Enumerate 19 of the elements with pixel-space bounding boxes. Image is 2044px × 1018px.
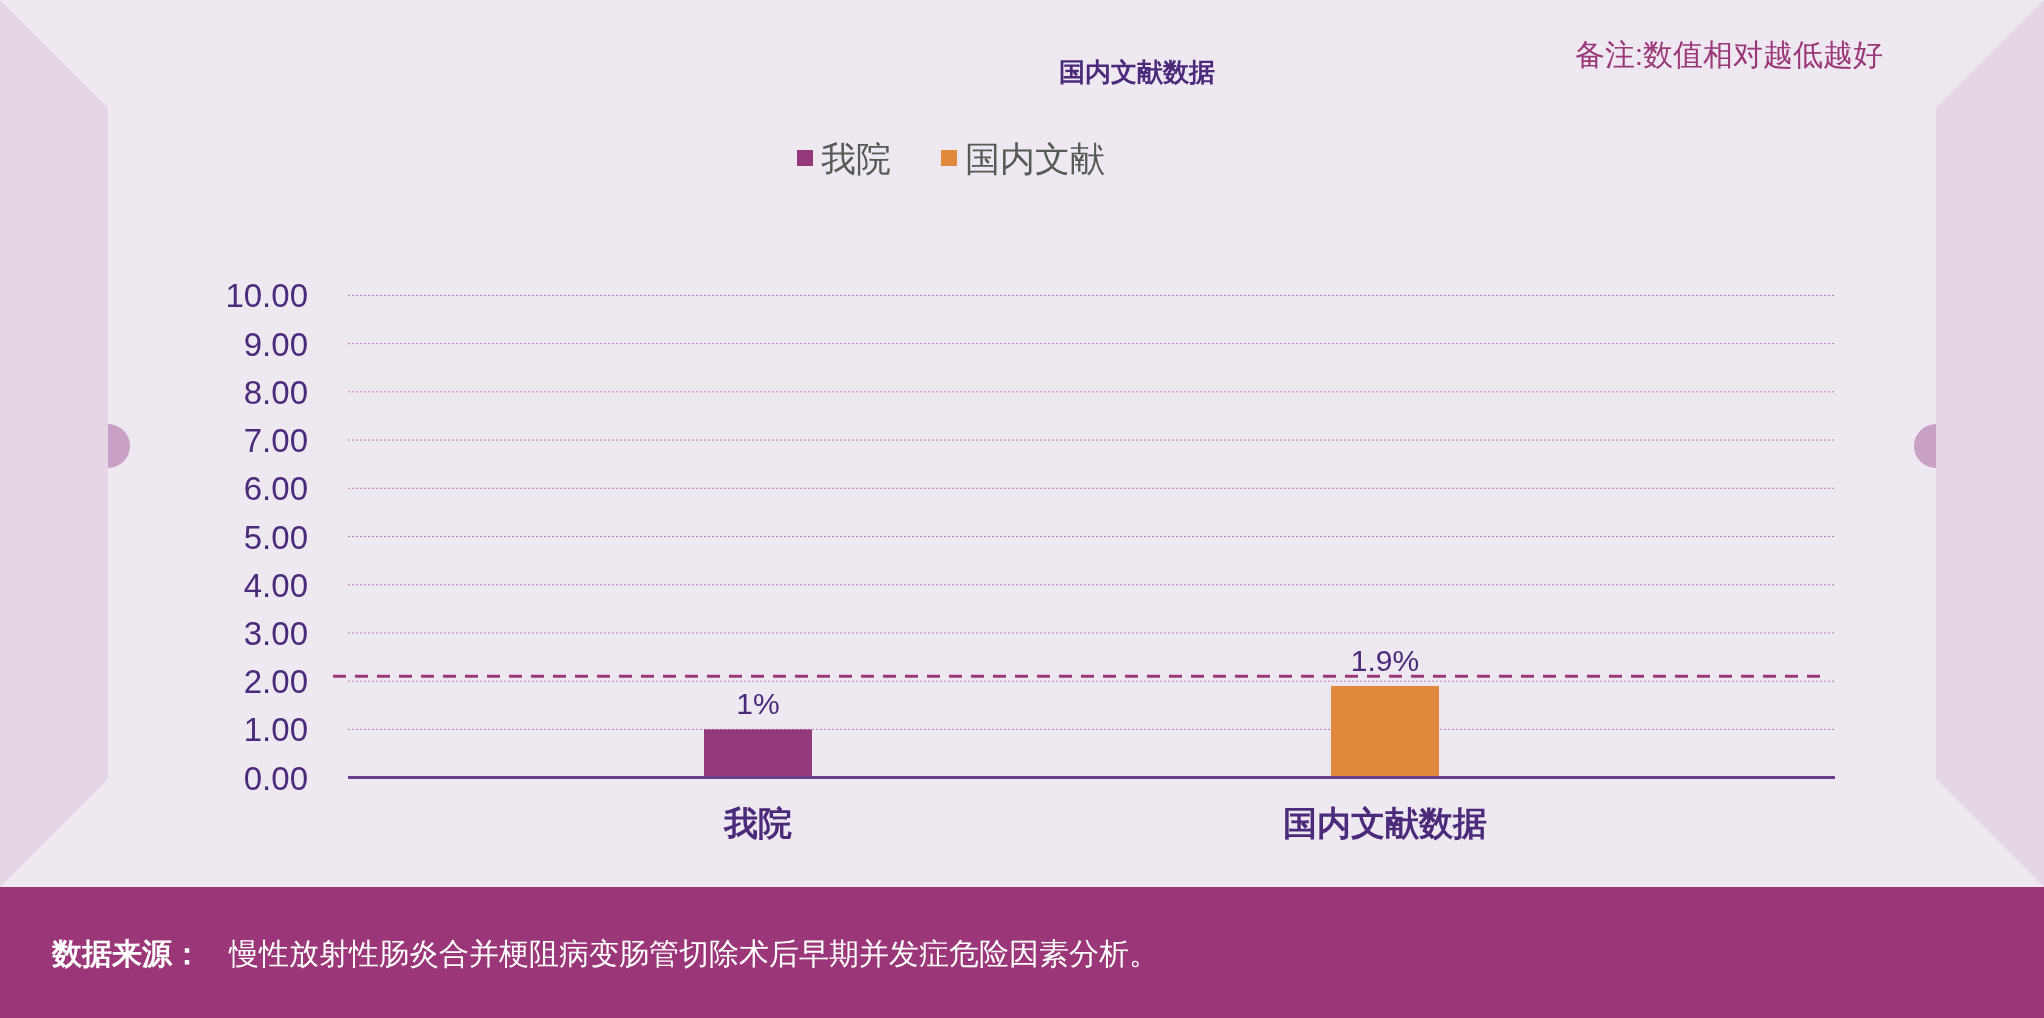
legend-label: 国内文献: [965, 138, 1105, 178]
data-label: 1%: [736, 686, 780, 720]
y-tick-label: 5.00: [243, 518, 308, 555]
text: 慢性放射性肠炎合并梗阻病变肠管切除术后早期并发症危险因素分析。: [228, 936, 1159, 970]
y-tick-label: 3.00: [243, 614, 308, 652]
y-tick-label: 8.00: [243, 373, 308, 411]
y-tick-label: 9.00: [243, 325, 308, 363]
y-tick-label: 1.00: [243, 710, 308, 748]
legend-label: 我院: [821, 138, 891, 178]
chart-title: 国内文献数据: [1059, 57, 1215, 87]
data-label: 1.9%: [1350, 643, 1420, 677]
y-tick-label: 6.00: [243, 469, 308, 507]
y-tick-label: 7.00: [243, 421, 308, 459]
y-tick-label: 2.00: [243, 662, 308, 700]
y-tick-label: 10.00: [225, 276, 308, 314]
text: 备注:数值相对越低越好: [1574, 37, 1883, 71]
y-tick-label: 4.00: [243, 566, 308, 604]
y-tick-label: 0.00: [243, 759, 308, 797]
source-note: 数据来源：: [51, 936, 202, 970]
